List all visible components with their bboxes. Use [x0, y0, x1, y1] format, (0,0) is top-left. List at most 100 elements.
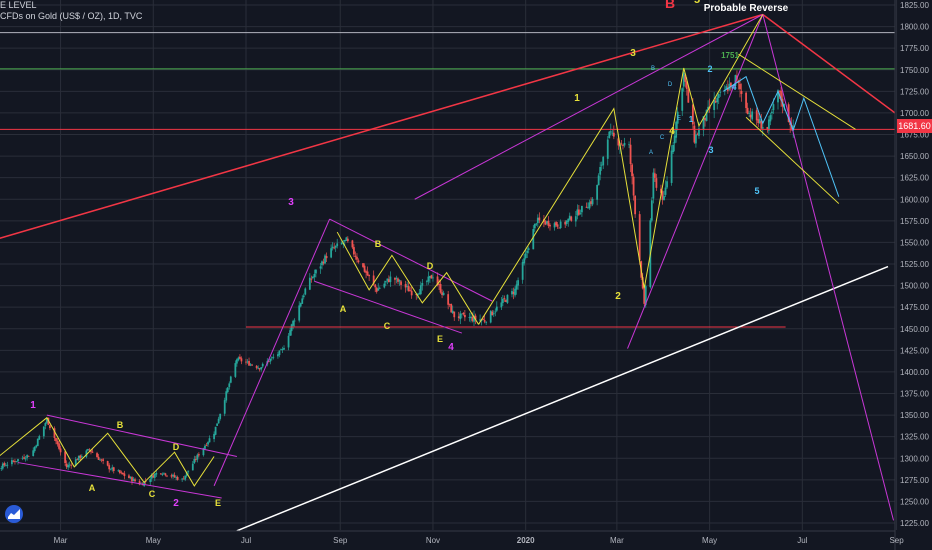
candle-body: [85, 450, 88, 457]
price-axis: 1825.00 1800.00 1775.00 1750.00 1725.00 1700.…: [894, 0, 929, 550]
candle-body: [184, 475, 187, 480]
chart-grid: [0, 0, 898, 530]
wave-c2-label: C: [384, 321, 391, 331]
candle-body: [707, 106, 709, 110]
candle-body: [574, 216, 577, 222]
candle-body: [354, 255, 357, 257]
candle-body: [96, 453, 98, 458]
candle-body: [187, 470, 190, 472]
candle-body: [506, 294, 509, 303]
candle-body: [27, 455, 30, 457]
candle-body: [716, 97, 719, 103]
wave-2-yellow-label: 2: [615, 291, 621, 302]
candle-body: [120, 472, 123, 474]
candle-body: [664, 187, 667, 195]
candle-body: [684, 74, 687, 82]
candle-body: [223, 400, 226, 414]
candle-body: [632, 176, 635, 196]
candle-body: [207, 442, 209, 445]
candle-body: [12, 460, 15, 462]
yellow-impulse: [478, 14, 764, 325]
time-tick-label: Jul: [797, 536, 807, 545]
candle-body: [311, 276, 314, 279]
red-down-line: [762, 13, 896, 114]
candle-body: [588, 202, 591, 209]
candle-body: [660, 188, 662, 193]
candle-body: [324, 255, 326, 264]
candle-body: [65, 463, 68, 468]
candle-body: [546, 221, 548, 224]
candle-body: [526, 250, 529, 253]
wave-1-pink-label: 1: [30, 400, 36, 411]
small-c-label: C: [660, 135, 665, 141]
candle-body: [505, 300, 507, 302]
candle-body: [494, 311, 497, 313]
pink-wave-3-line: [213, 218, 331, 487]
candle-body: [629, 144, 632, 164]
candle-body: [6, 464, 9, 466]
candle-body: [239, 356, 241, 359]
candle-body: [108, 465, 111, 470]
candle-body: [196, 454, 199, 460]
time-tick-label: Mar: [610, 536, 624, 545]
candle-body: [685, 81, 688, 90]
candle-body: [463, 314, 466, 318]
candle-body: [58, 443, 60, 449]
candle-body: [270, 357, 273, 359]
white-support-line: [236, 265, 889, 532]
pink-channel-bottom-2: [314, 280, 463, 334]
price-tick-label: 1350.00: [900, 411, 929, 420]
candle-body: [194, 459, 197, 460]
candle-body: [334, 245, 337, 248]
candle-body: [14, 461, 16, 463]
small-b-label: B: [651, 66, 655, 72]
candle-body: [340, 242, 343, 245]
candle-body: [248, 361, 250, 366]
candle-body: [97, 456, 100, 460]
candle-body: [384, 281, 387, 283]
yellow-abcde-1: [0, 416, 215, 487]
small-e-label: E: [677, 116, 681, 122]
candle-body: [249, 364, 252, 366]
candle-body: [483, 320, 486, 322]
candle-body: [538, 217, 541, 221]
candle-body: [343, 240, 346, 242]
candle-body: [745, 92, 747, 109]
candle-body: [35, 445, 38, 448]
candle-body: [322, 261, 325, 264]
candle-body: [432, 277, 434, 279]
candle-body: [676, 111, 679, 124]
candle-body: [321, 261, 323, 266]
candle-body: [235, 359, 238, 364]
candle-body: [406, 286, 409, 287]
candle-body: [602, 156, 605, 166]
candle-body: [755, 110, 758, 121]
candle-body: [532, 229, 535, 250]
candle-body: [468, 317, 471, 318]
candle-body: [246, 361, 249, 363]
candle-body: [771, 111, 773, 114]
candle-body: [612, 132, 615, 137]
candle-body: [1, 463, 4, 469]
candle-body: [204, 445, 206, 449]
wave-e2-label: E: [437, 334, 443, 344]
candle-body: [702, 116, 705, 131]
header-symbol[interactable]: CFDs on Gold (US$ / OZ), 1D, TVC: [0, 11, 143, 21]
time-tick-label: 2020: [517, 536, 535, 545]
candle-body: [345, 237, 348, 241]
candle-body: [418, 292, 421, 295]
candle-body: [553, 223, 556, 228]
candle-body: [442, 292, 445, 296]
tradingview-logo-icon[interactable]: [5, 505, 23, 523]
candle-body: [172, 474, 174, 477]
candle-body: [394, 277, 396, 280]
candle-body: [714, 101, 717, 103]
candle-body: [68, 464, 71, 466]
pink-channel-bottom-1: [17, 462, 222, 499]
candle-body: [587, 207, 589, 209]
candle-body: [164, 473, 167, 476]
candle-body: [767, 119, 770, 131]
candle-body: [740, 91, 743, 94]
price-tick-label: 1700.00: [900, 109, 929, 118]
